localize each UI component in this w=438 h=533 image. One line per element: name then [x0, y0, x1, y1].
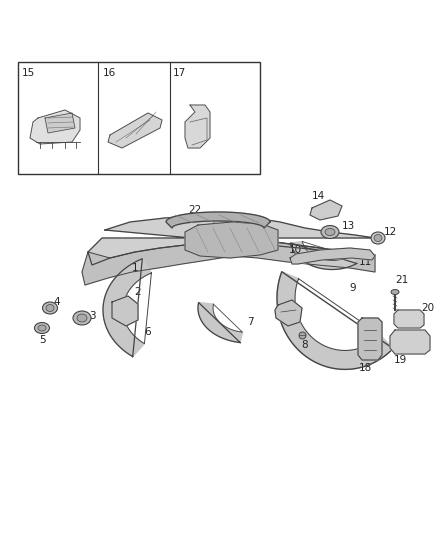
- Polygon shape: [45, 113, 75, 133]
- Text: 17: 17: [173, 68, 186, 78]
- Polygon shape: [290, 248, 375, 264]
- Ellipse shape: [73, 311, 91, 325]
- Ellipse shape: [325, 229, 335, 236]
- Text: 21: 21: [396, 275, 409, 285]
- Ellipse shape: [35, 322, 49, 334]
- Text: 20: 20: [421, 303, 434, 313]
- Polygon shape: [390, 330, 430, 354]
- Ellipse shape: [391, 289, 399, 295]
- Polygon shape: [277, 272, 393, 369]
- Ellipse shape: [371, 232, 385, 244]
- Ellipse shape: [321, 225, 339, 238]
- Text: 5: 5: [39, 335, 45, 345]
- Text: 16: 16: [103, 68, 116, 78]
- Text: 9: 9: [350, 283, 356, 293]
- Polygon shape: [82, 240, 375, 285]
- Text: 22: 22: [188, 205, 201, 215]
- Text: 18: 18: [358, 363, 371, 373]
- Polygon shape: [290, 241, 357, 270]
- Ellipse shape: [42, 302, 57, 314]
- Polygon shape: [275, 300, 302, 326]
- Text: 14: 14: [311, 191, 325, 201]
- Text: 8: 8: [302, 340, 308, 350]
- Polygon shape: [103, 259, 152, 357]
- Polygon shape: [112, 296, 138, 326]
- Polygon shape: [185, 105, 210, 148]
- Text: 7: 7: [247, 317, 253, 327]
- Text: 3: 3: [88, 311, 95, 321]
- Bar: [18, 62, 260, 174]
- Text: 10: 10: [289, 245, 301, 255]
- Polygon shape: [88, 215, 375, 265]
- Text: 15: 15: [22, 68, 35, 78]
- Polygon shape: [166, 212, 270, 228]
- Text: 6: 6: [145, 327, 151, 337]
- Ellipse shape: [77, 314, 87, 322]
- Text: 13: 13: [341, 221, 355, 231]
- Text: 11: 11: [358, 257, 371, 267]
- Polygon shape: [310, 200, 342, 220]
- Text: 12: 12: [383, 227, 397, 237]
- Polygon shape: [108, 113, 162, 148]
- Text: 2: 2: [135, 287, 141, 297]
- Polygon shape: [394, 310, 424, 328]
- Ellipse shape: [38, 325, 46, 331]
- Text: 4: 4: [54, 297, 60, 307]
- Polygon shape: [185, 222, 278, 258]
- Ellipse shape: [46, 304, 54, 311]
- Polygon shape: [30, 110, 80, 144]
- Polygon shape: [198, 303, 243, 343]
- Ellipse shape: [374, 235, 382, 241]
- Text: 1: 1: [132, 263, 138, 273]
- Polygon shape: [358, 318, 382, 360]
- Text: 19: 19: [393, 355, 406, 365]
